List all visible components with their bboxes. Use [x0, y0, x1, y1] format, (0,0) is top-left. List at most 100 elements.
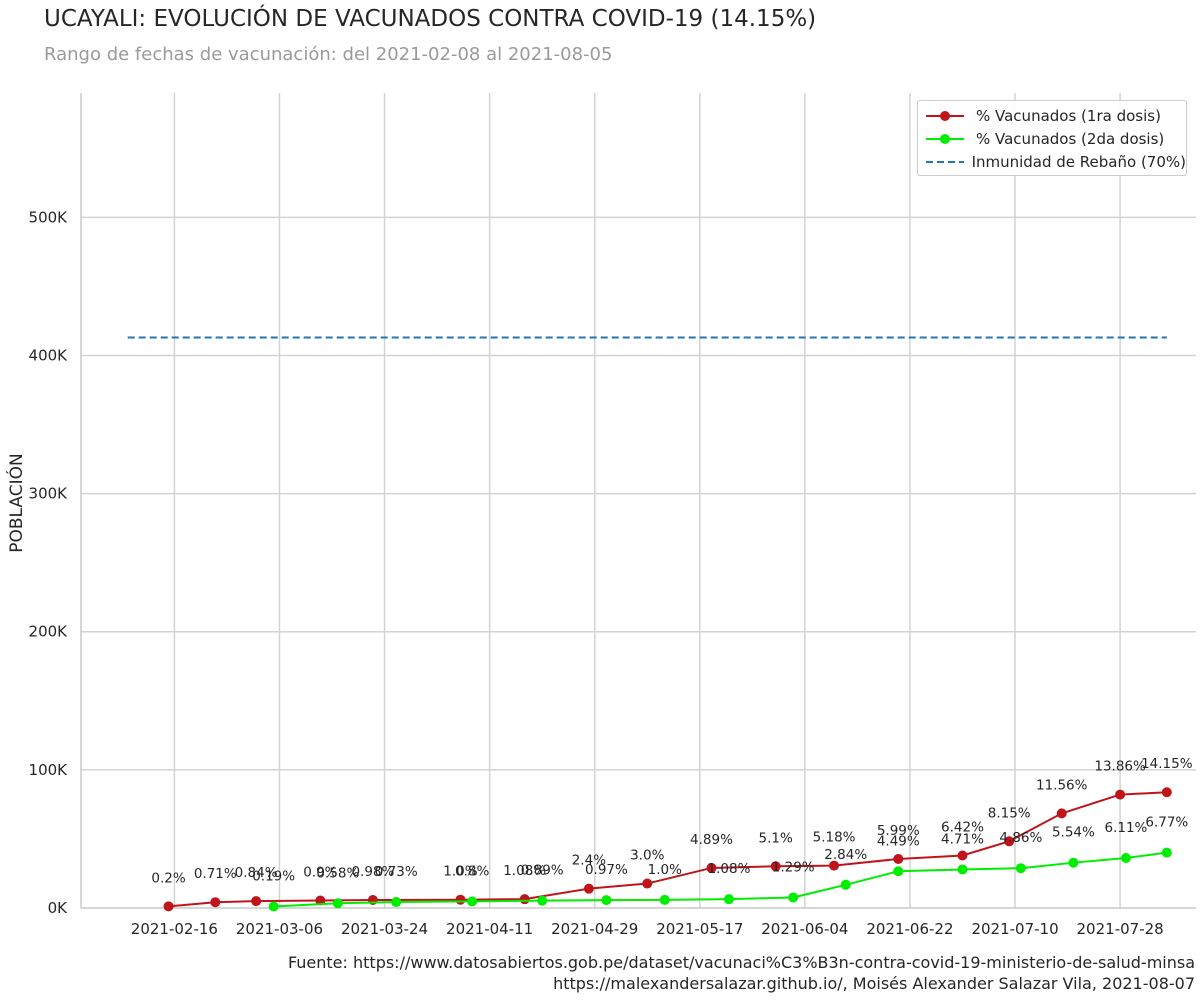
- legend-item-second-dose: % Vacunados (2da dosis): [918, 128, 1186, 150]
- data-point: [1161, 787, 1172, 798]
- data-label: 0.71%: [194, 866, 237, 882]
- data-label: 5.1%: [759, 830, 793, 846]
- y-axis-label: POBLACIÓN: [5, 453, 27, 552]
- data-label: 1.08%: [503, 863, 546, 879]
- legend-item-herd-immunity: Inmunidad de Rebaño (70%): [918, 151, 1186, 173]
- data-point: [829, 860, 840, 871]
- legend-label-second-dose: % Vacunados (2da dosis): [976, 130, 1165, 148]
- grid-lines: [81, 93, 1196, 908]
- y-tick-label: 0K: [48, 899, 69, 917]
- legend-swatch-first-dose: [924, 105, 968, 127]
- data-point: [1115, 789, 1126, 800]
- y-tick-label: 300K: [29, 485, 69, 503]
- axes: [80, 93, 1196, 909]
- data-point: [723, 894, 734, 905]
- data-label: 4.49%: [877, 833, 920, 849]
- author-footer: https://malexandersalazar.github.io/, Mo…: [553, 974, 1195, 993]
- data-point: [601, 895, 612, 906]
- series-line-2: [273, 851, 1167, 908]
- y-tick-label: 400K: [29, 346, 69, 364]
- y-tick-label: 500K: [29, 208, 69, 226]
- data-point: [268, 901, 279, 912]
- chart-subtitle: Rango de fechas de vacunación: del 2021-…: [44, 44, 613, 65]
- data-label: 3.0%: [630, 848, 664, 864]
- data-point: [1004, 836, 1015, 847]
- data-point: [332, 898, 343, 909]
- legend-item-first-dose: % Vacunados (1ra dosis): [918, 105, 1186, 127]
- tick-labels-group: 2021-02-16 2021-03-06 2021-03-24 2021-04-11…: [29, 208, 1164, 938]
- y-tick-label: 200K: [29, 623, 69, 641]
- series-group: [163, 787, 1172, 912]
- legend: % Vacunados (1ra dosis) % Vacunados (2da…: [917, 100, 1187, 176]
- data-label: 6.42%: [941, 820, 984, 836]
- data-label: 0.9%: [303, 865, 337, 881]
- data-point: [315, 895, 326, 906]
- data-label: 5.18%: [813, 830, 856, 846]
- legend-label-herd-immunity: Inmunidad de Rebaño (70%): [971, 153, 1186, 171]
- chart-title: UCAYALI: EVOLUCIÓN DE VACUNADOS CONTRA C…: [44, 6, 817, 32]
- data-label: 11.56%: [1036, 777, 1088, 793]
- data-label: 1.08%: [708, 861, 751, 877]
- data-label: 14.15%: [1141, 756, 1193, 772]
- data-label: 0.84%: [235, 865, 278, 881]
- data-label: 5.99%: [877, 823, 920, 839]
- x-tick-label: 2021-03-24: [341, 920, 428, 938]
- data-label: 4.89%: [690, 832, 733, 848]
- data-label: 1.0%: [648, 862, 682, 878]
- data-point: [537, 895, 548, 906]
- series-line-1: [168, 791, 1167, 908]
- data-point: [519, 894, 530, 905]
- data-point: [391, 897, 402, 908]
- data-point: [1120, 852, 1131, 863]
- legend-swatch-herd-immunity: [924, 151, 964, 173]
- data-label: 6.77%: [1145, 815, 1188, 831]
- data-point: [251, 896, 262, 907]
- data-point: [455, 894, 466, 905]
- data-label: 0.89%: [521, 863, 564, 879]
- x-tick-label: 2021-03-06: [236, 920, 323, 938]
- data-label: 4.71%: [941, 831, 984, 847]
- data-label: 1.29%: [772, 860, 815, 876]
- legend-swatch-second-dose: [924, 128, 968, 150]
- data-point: [957, 850, 968, 861]
- x-tick-label: 2021-06-22: [866, 920, 953, 938]
- data-label: 0.73%: [375, 864, 418, 880]
- data-point: [1056, 808, 1067, 819]
- source-footer: Fuente: https://www.datosabiertos.gob.pe…: [287, 953, 1195, 972]
- data-point: [893, 853, 904, 864]
- x-tick-label: 2021-07-28: [1077, 920, 1164, 938]
- data-label: 0.58%: [316, 865, 359, 881]
- data-point: [659, 894, 670, 905]
- data-point: [840, 879, 851, 890]
- data-label: 8.15%: [988, 805, 1031, 821]
- x-tick-label: 2021-04-29: [551, 920, 638, 938]
- data-point: [1068, 857, 1079, 868]
- data-label: 2.4%: [572, 853, 606, 869]
- x-tick-label: 2021-07-10: [971, 920, 1058, 938]
- data-label: 0.98%: [351, 864, 394, 880]
- data-label: 6.11%: [1105, 820, 1148, 836]
- data-label: 13.86%: [1094, 759, 1146, 775]
- data-label: 4.86%: [999, 830, 1042, 846]
- data-label: 5.54%: [1052, 825, 1095, 841]
- data-point: [788, 892, 799, 903]
- data-point: [467, 896, 478, 907]
- x-tick-label: 2021-02-16: [131, 920, 218, 938]
- data-label: 0.19%: [252, 868, 295, 884]
- data-label: 0.97%: [585, 862, 628, 878]
- data-label: 0.2%: [151, 870, 185, 886]
- data-point: [893, 866, 904, 877]
- x-tick-label: 2021-06-04: [761, 920, 848, 938]
- data-labels-group: 0.2% 0.71%0.84% 0.9% 0.98% 1.0% 1.08% 2.4% 3.0%…: [151, 756, 1192, 886]
- data-point: [210, 897, 221, 908]
- data-point: [163, 901, 174, 912]
- data-point: [1015, 863, 1026, 874]
- data-label: 0.8%: [455, 863, 489, 879]
- data-label: 2.84%: [824, 847, 867, 863]
- legend-label-first-dose: % Vacunados (1ra dosis): [976, 107, 1161, 125]
- data-label: 1.0%: [443, 864, 477, 880]
- data-point: [583, 883, 594, 894]
- y-tick-label: 100K: [29, 761, 69, 779]
- data-point: [1161, 847, 1172, 858]
